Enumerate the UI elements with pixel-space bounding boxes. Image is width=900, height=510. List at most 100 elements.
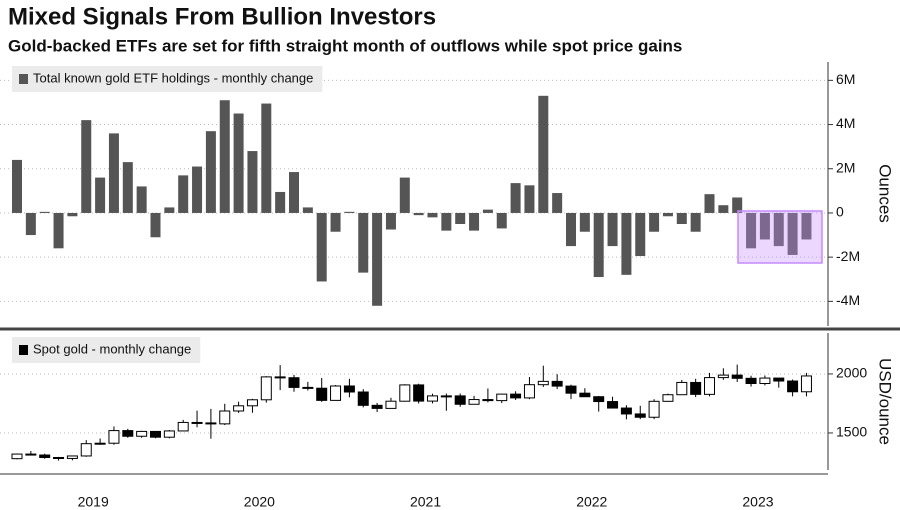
bar	[136, 186, 147, 213]
bar	[399, 177, 410, 213]
bar	[316, 212, 327, 282]
candle-body	[108, 430, 120, 444]
candle-body	[690, 381, 702, 395]
candle-body	[357, 391, 369, 406]
candle-body	[745, 377, 757, 385]
y-tick-label: -4M	[836, 292, 860, 308]
candle-body	[343, 385, 355, 393]
candle-body	[537, 380, 549, 386]
bar	[178, 175, 189, 213]
bar	[67, 212, 78, 217]
chart-subtitle: Gold-backed ETFs are set for fifth strai…	[8, 36, 682, 55]
candle-body	[80, 443, 92, 457]
bar	[773, 212, 784, 247]
bar	[676, 212, 687, 224]
candle-body	[39, 454, 51, 458]
bar	[261, 103, 272, 213]
candle-body	[662, 394, 674, 402]
bar	[53, 212, 64, 249]
candle-body	[385, 400, 397, 409]
x-tick-label: 2020	[244, 494, 275, 510]
bar	[635, 212, 646, 257]
candle-body	[136, 430, 148, 437]
candle-body	[53, 456, 65, 459]
candle-body	[177, 421, 189, 432]
bar	[39, 211, 50, 213]
bar	[662, 212, 673, 217]
bar	[801, 212, 812, 240]
candle-body	[731, 374, 743, 379]
bar	[150, 212, 161, 238]
bar	[233, 113, 244, 213]
candle-body	[759, 377, 771, 385]
candle-body	[634, 413, 646, 418]
candle-body	[66, 455, 78, 459]
candle-body	[496, 393, 508, 402]
candle-body	[399, 384, 411, 402]
candle-body	[11, 453, 23, 460]
bar	[81, 120, 92, 213]
candle-body	[551, 380, 563, 387]
candle-body	[371, 404, 383, 409]
candle-body	[122, 430, 134, 437]
bar	[718, 205, 729, 213]
candle-body	[413, 384, 425, 402]
candle-body	[787, 380, 799, 393]
bar	[510, 183, 521, 213]
x-tick-label: 2021	[410, 494, 441, 510]
bar	[732, 197, 743, 213]
bar	[649, 212, 660, 232]
candle-body	[94, 442, 106, 445]
candle-body	[427, 395, 438, 402]
highlight-box	[737, 210, 823, 264]
candle-body	[219, 410, 231, 425]
y-tick-label: -2M	[836, 248, 860, 264]
bar	[524, 185, 535, 213]
candle-body	[773, 377, 785, 382]
bar	[385, 212, 396, 230]
y-tick-label: 0	[836, 204, 844, 220]
bar	[469, 212, 480, 231]
bar	[496, 212, 507, 229]
bar	[621, 212, 632, 275]
candle-body	[191, 421, 203, 424]
candle-body	[233, 405, 245, 412]
candle-body	[302, 386, 314, 389]
candle-body	[288, 377, 300, 388]
bar	[358, 212, 369, 273]
plot: 6M 4M 2M 0 -2M -4M Ounces Total known gold ETF …	[0, 66, 895, 510]
legend-box	[12, 66, 323, 92]
bar	[122, 162, 133, 213]
bar	[593, 212, 604, 278]
candle-body	[163, 430, 175, 438]
bar	[455, 212, 466, 224]
bar	[192, 166, 203, 213]
candle-body	[800, 375, 812, 393]
y-tick-label: 2M	[836, 159, 855, 175]
y-tick-label: 4M	[836, 115, 855, 131]
y-tick-label: 1500	[836, 424, 867, 440]
candle-body	[25, 453, 37, 456]
candle-body	[454, 395, 466, 405]
candle-body	[704, 377, 715, 395]
chart-title: Mixed Signals From Bullion Investors	[8, 3, 436, 30]
bar	[302, 207, 313, 213]
candle-body	[316, 387, 328, 401]
bar	[372, 212, 383, 306]
candle-body	[523, 384, 535, 399]
x-tick-label: 2019	[78, 494, 109, 510]
bar	[108, 133, 119, 213]
candle-body	[607, 401, 619, 409]
bar	[566, 212, 576, 247]
legend-label: Spot gold - monthly change	[33, 341, 191, 356]
y-tick-label: 2000	[836, 365, 867, 381]
candle-body	[620, 407, 632, 415]
bar	[12, 159, 22, 213]
candle-body	[246, 399, 258, 407]
bar	[690, 212, 701, 232]
y-tick-label: 6M	[836, 71, 855, 87]
bar	[427, 212, 438, 218]
candle-body	[150, 430, 161, 438]
candle-body	[510, 393, 522, 399]
